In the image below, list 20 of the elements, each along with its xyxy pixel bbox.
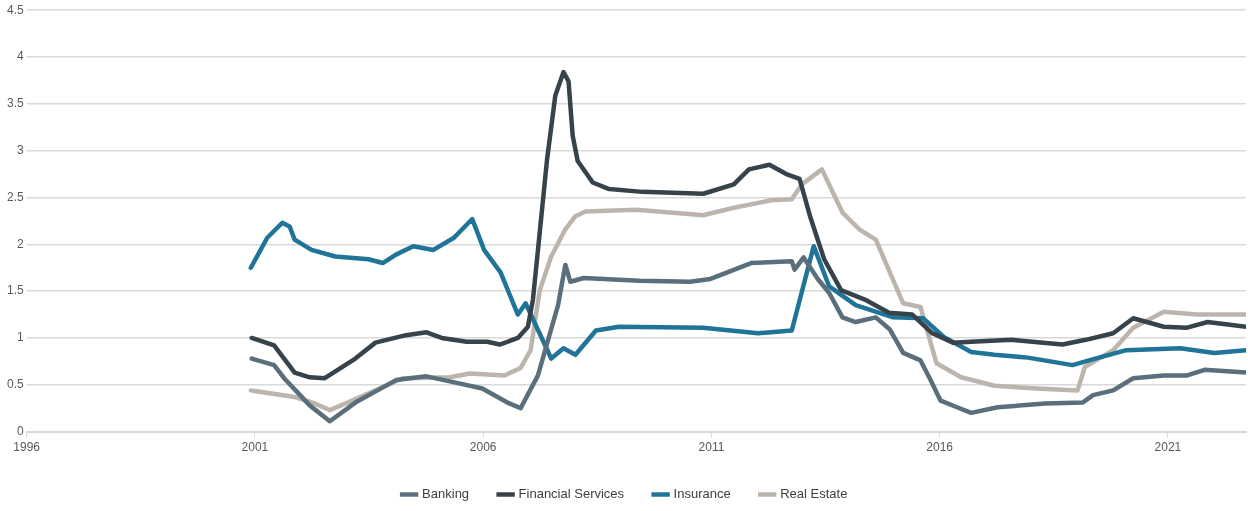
x-tick-label: 2016 [926, 440, 954, 455]
legend-label: Real Estate [780, 486, 848, 502]
y-tick-label: 3.5 [6, 96, 24, 111]
y-tick-label: 2.5 [6, 189, 24, 204]
legend-label: Insurance [673, 486, 731, 502]
y-tick-label: 3 [16, 142, 24, 157]
x-tick-label: 2011 [698, 440, 725, 455]
y-tick-label: 1.5 [6, 283, 24, 298]
y-tick-label: 1 [16, 330, 24, 345]
y-tick-label: 4 [16, 49, 24, 64]
y-tick-label: 0.5 [6, 377, 24, 392]
y-tick-label: 0 [16, 423, 24, 438]
legend-label: Banking [422, 486, 470, 502]
y-tick-label: 2 [16, 236, 24, 251]
legend-label: Financial Services [518, 486, 625, 502]
x-tick-label: 2021 [1154, 440, 1182, 455]
x-tick-label: 2006 [469, 440, 497, 455]
x-tick-label: 1996 [13, 440, 41, 455]
y-tick-label: 4.5 [6, 2, 24, 17]
x-tick-label: 2001 [241, 440, 269, 455]
